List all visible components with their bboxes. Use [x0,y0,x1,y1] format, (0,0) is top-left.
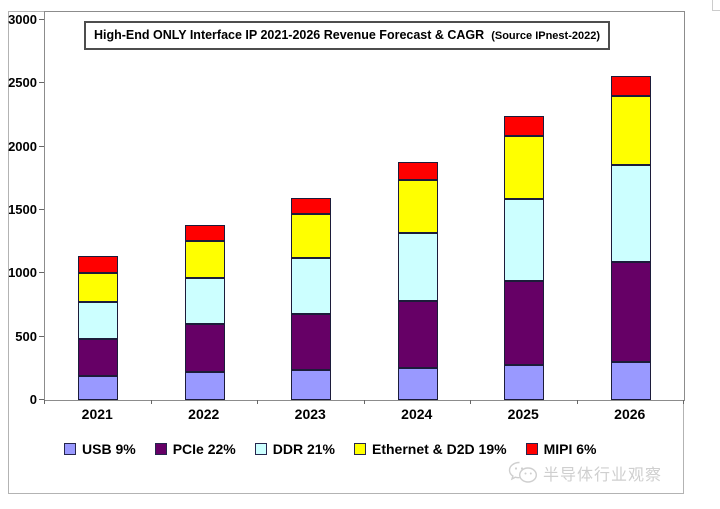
bar-segment [78,273,119,302]
legend-swatch [525,443,538,455]
y-axis-tick [39,272,44,274]
bar-2026 [610,76,651,400]
category-label: 2025 [507,406,539,422]
y-axis-tick [39,145,44,147]
category-label: 2022 [188,406,220,422]
legend-label: Ethernet & D2D 19% [371,441,507,457]
watermark: 半导体行业观察 [508,461,662,485]
bar-2022 [184,225,225,400]
legend-item: MIPI 6% [525,441,597,457]
legend-label: USB 9% [82,441,136,457]
y-axis-tick-label: 2500 [8,75,37,91]
bar-segment [184,278,225,324]
y-axis-tick-label: 1500 [8,201,37,217]
category-label: 2026 [614,406,646,422]
bar-segment [610,96,651,165]
bar-segment [397,233,438,301]
legend-label: MIPI 6% [543,441,597,457]
bar-segment [610,362,651,400]
bar-segment [78,256,119,273]
x-axis-tick [257,400,258,404]
x-axis-tick [150,400,152,404]
chart-title: High-End ONLY Interface IP 2021-2026 Rev… [94,28,485,42]
bar-segment [78,302,119,339]
bar-segment [610,76,651,96]
bar-segment [184,241,225,278]
bar-segment [397,368,438,400]
x-axis-tick [683,400,684,404]
bar-segment [78,376,119,400]
x-axis-tick [470,400,471,404]
category-label: 2024 [401,406,433,422]
bar-2024 [397,162,438,400]
x-axis-tick [44,400,45,404]
legend-label: DDR 21% [272,441,335,457]
category-label: 2023 [294,406,326,422]
bar-segment [291,370,332,400]
y-axis-tick-label: 3000 [8,11,37,27]
cropped-window-fragment [712,0,720,11]
bar-segment [504,365,545,400]
bar-segment [291,198,332,214]
bar-segment [610,165,651,262]
legend-item: PCIe 22% [154,441,236,457]
y-axis-tick [39,82,44,84]
bar-segment [291,214,332,258]
y-axis-tick [39,208,44,210]
bar-segment [291,258,332,314]
category-label: 2021 [81,406,113,422]
y-axis-tick-label: 2000 [8,138,37,154]
legend-item: Ethernet & D2D 19% [353,441,507,457]
bar-segment [291,314,332,370]
bar-segment [610,262,651,362]
x-axis-tick [363,400,365,404]
plot-area [44,11,685,401]
wechat-logo-icon [508,461,538,483]
legend-swatch [254,443,267,455]
y-axis-tick-label: 0 [29,392,37,407]
bar-segment [397,301,438,368]
bar-segment [504,116,545,136]
legend-swatch [154,443,167,455]
y-axis-tick [39,335,44,337]
legend-label: PCIe 22% [172,441,236,457]
chart-source-note: (Source IPnest-2022) [491,30,601,42]
bar-segment [504,136,545,199]
legend-item: USB 9% [64,441,136,457]
bar-2025 [504,116,545,400]
bar-segment [184,372,225,400]
bar-2021 [78,256,119,400]
bar-segment [397,180,438,233]
x-axis-tick [576,400,578,404]
bar-segment [184,324,225,372]
bar-segment [184,225,225,241]
y-axis-tick [39,399,44,400]
legend-swatch [64,443,76,455]
y-axis-tick [39,18,44,20]
bar-segment [504,199,545,281]
legend: USB 9% PCIe 22% DDR 21% Ethernet & D2D 19% M… [64,441,596,457]
legend-swatch [353,443,366,455]
y-axis-tick-label: 1000 [8,265,37,281]
bar-2023 [291,198,332,400]
watermark-text: 半导体行业观察 [543,467,663,484]
y-axis-tick-label: 500 [15,328,37,344]
bar-segment [504,281,545,365]
bar-segment [78,339,119,376]
bar-segment [397,162,438,180]
chart-title-box: High-End ONLY Interface IP 2021-2026 Rev… [84,21,611,50]
legend-item: DDR 21% [254,441,335,457]
